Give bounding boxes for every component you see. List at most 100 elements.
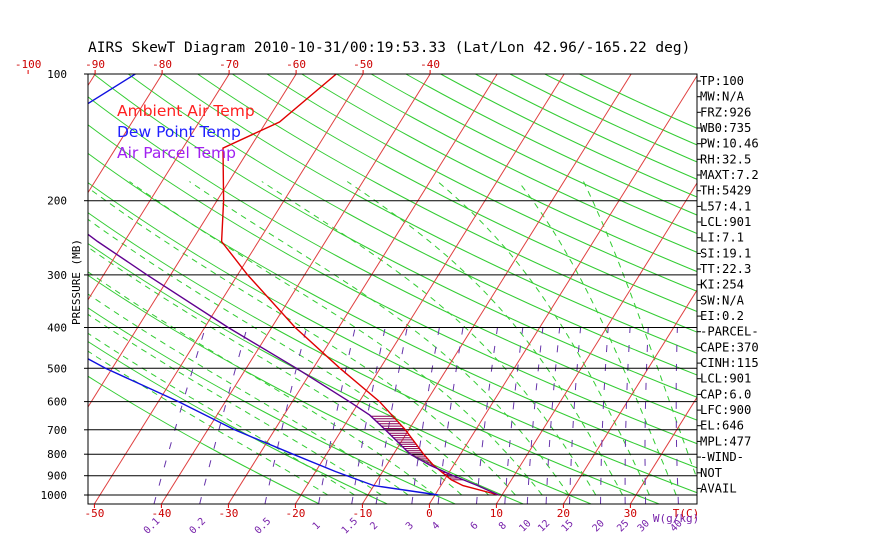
stats-entry: EI:0.2 xyxy=(700,309,744,323)
dry-adiabat-line xyxy=(88,242,593,504)
dry-adiabat-line xyxy=(162,74,697,354)
moist-adiabat-line xyxy=(88,332,355,496)
mixing-ratio-line xyxy=(624,327,631,504)
stats-entry: CINH:115 xyxy=(700,356,759,370)
moist-adiabat-line xyxy=(88,187,516,496)
top-temp-tick-label: -90 xyxy=(85,58,105,71)
isotherm-line xyxy=(88,74,297,408)
parcel-temp-line xyxy=(88,233,499,496)
mixing-ratio-line xyxy=(526,327,544,504)
legend-entry: Air Parcel Temp xyxy=(117,144,236,162)
moist-adiabat-line xyxy=(88,313,382,496)
mixing-ratio-line xyxy=(351,327,386,504)
mixing-ratio-line xyxy=(199,327,248,504)
dry-adiabat-line xyxy=(474,74,697,180)
pressure-tick-label: 900 xyxy=(47,470,67,483)
dry-adiabat-line xyxy=(231,74,697,313)
mixing-ratio-line xyxy=(318,327,356,504)
moist-adiabat-line xyxy=(129,181,543,496)
isotherm-line xyxy=(562,289,697,504)
mixing-ratio-line xyxy=(600,327,609,504)
stats-entry: RH:32.5 xyxy=(700,152,751,166)
bottom-temp-tick-label: -30 xyxy=(218,507,238,520)
isotherm-line xyxy=(88,74,230,301)
stats-entry: CAPE:370 xyxy=(700,340,759,354)
mixing-ratio-line xyxy=(644,327,649,504)
stats-entry: -PARCEL- xyxy=(700,325,759,339)
dry-adiabat-line xyxy=(88,274,525,504)
bottom-temp-tick-label: 10 xyxy=(490,507,503,520)
bottom-temp-tick-label: -10 xyxy=(352,507,372,520)
chart-title: AIRS SkewT Diagram 2010-10-31/00:19:53.3… xyxy=(88,40,690,56)
dry-adiabat-line xyxy=(88,96,697,421)
stats-entry: LI:7.1 xyxy=(700,231,744,245)
top-temp-tick-label: -50 xyxy=(353,58,373,71)
pressure-tick-label: 1000 xyxy=(41,489,68,502)
stats-entry: LCL:901 xyxy=(700,215,751,229)
moist-adiabat-line xyxy=(88,293,409,496)
bottom-temp-tick-label: 30 xyxy=(624,507,637,520)
y-axis-label: PRESSURE (MB) xyxy=(70,239,83,325)
pressure-tick-label: 800 xyxy=(47,448,67,461)
stats-entry: EL:646 xyxy=(700,419,744,433)
isotherm-line xyxy=(227,74,498,504)
bottom-temp-tick-label: -20 xyxy=(285,507,305,520)
dry-adiabat-line xyxy=(300,74,697,273)
pressure-tick-label: 500 xyxy=(47,362,67,375)
pressure-tick-label: 300 xyxy=(47,269,67,282)
dry-adiabat-line xyxy=(88,182,697,494)
stats-entry: L57:4.1 xyxy=(700,199,751,213)
mixing-ratio-line xyxy=(375,327,408,504)
stats-entry: MPL:477 xyxy=(700,434,751,448)
moist-adiabat-line xyxy=(88,218,489,496)
mixing-ratio-line xyxy=(437,327,464,504)
mixing-ratio-unit: W(g/kg) xyxy=(653,512,699,525)
isotherm-line xyxy=(294,74,565,504)
mixing-ratio-line xyxy=(569,327,582,504)
mixing-ratio-line xyxy=(545,327,561,504)
stats-entry: TH:5429 xyxy=(700,184,751,198)
mixing-ratio-line xyxy=(153,327,206,504)
stats-entry: NOT xyxy=(700,466,723,480)
dry-adiabat-line xyxy=(88,375,321,504)
pressure-tick-label: 400 xyxy=(47,322,67,335)
dry-adiabat-line xyxy=(335,74,697,253)
isotherm-line xyxy=(428,74,697,504)
pressure-tick-label: 100 xyxy=(47,68,67,81)
top-temp-tick-label: -100 xyxy=(15,58,42,71)
dry-adiabat-line xyxy=(404,74,697,216)
legend-entry: Dew Point Temp xyxy=(117,123,241,141)
isotherm-line xyxy=(160,74,431,504)
mixing-ratio-line xyxy=(504,327,524,504)
dry-adiabat-line xyxy=(508,74,697,163)
stats-entry: LFC:900 xyxy=(700,403,751,417)
dry-adiabat-line xyxy=(88,124,697,445)
mixing-ratio-line xyxy=(411,327,440,504)
moist-adiabat-line xyxy=(583,181,697,481)
stats-entry: AVAIL xyxy=(700,481,737,495)
dry-adiabat-line xyxy=(88,152,697,469)
stats-entry: TP:100 xyxy=(700,74,744,88)
bottom-temp-tick-label: 0 xyxy=(426,507,433,520)
ambient-temp-line xyxy=(220,74,499,496)
dry-adiabat-line xyxy=(543,74,697,146)
moist-adiabat-line xyxy=(261,181,597,496)
bottom-temp-unit: T(C) xyxy=(673,507,700,520)
stats-entry: WB0:735 xyxy=(700,121,751,135)
dry-adiabat-line xyxy=(370,74,697,235)
top-temp-tick-label: -40 xyxy=(420,58,440,71)
moist-adiabat-line xyxy=(88,271,436,496)
top-temp-tick-label: -70 xyxy=(219,58,239,71)
moist-adiabat-line xyxy=(518,181,677,496)
top-temp-tick-label: -60 xyxy=(286,58,306,71)
plot-frame xyxy=(87,73,698,505)
bottom-temp-tick-label: -40 xyxy=(151,507,171,520)
dry-adiabat-line xyxy=(88,212,661,504)
isotherm-line xyxy=(88,74,163,194)
stats-entry: -WIND- xyxy=(700,450,744,464)
stats-entry: SW:N/A xyxy=(700,293,745,307)
stats-entry: LCL:901 xyxy=(700,372,751,386)
pressure-tick-label: 700 xyxy=(47,424,67,437)
moist-adiabat-line xyxy=(88,350,329,496)
